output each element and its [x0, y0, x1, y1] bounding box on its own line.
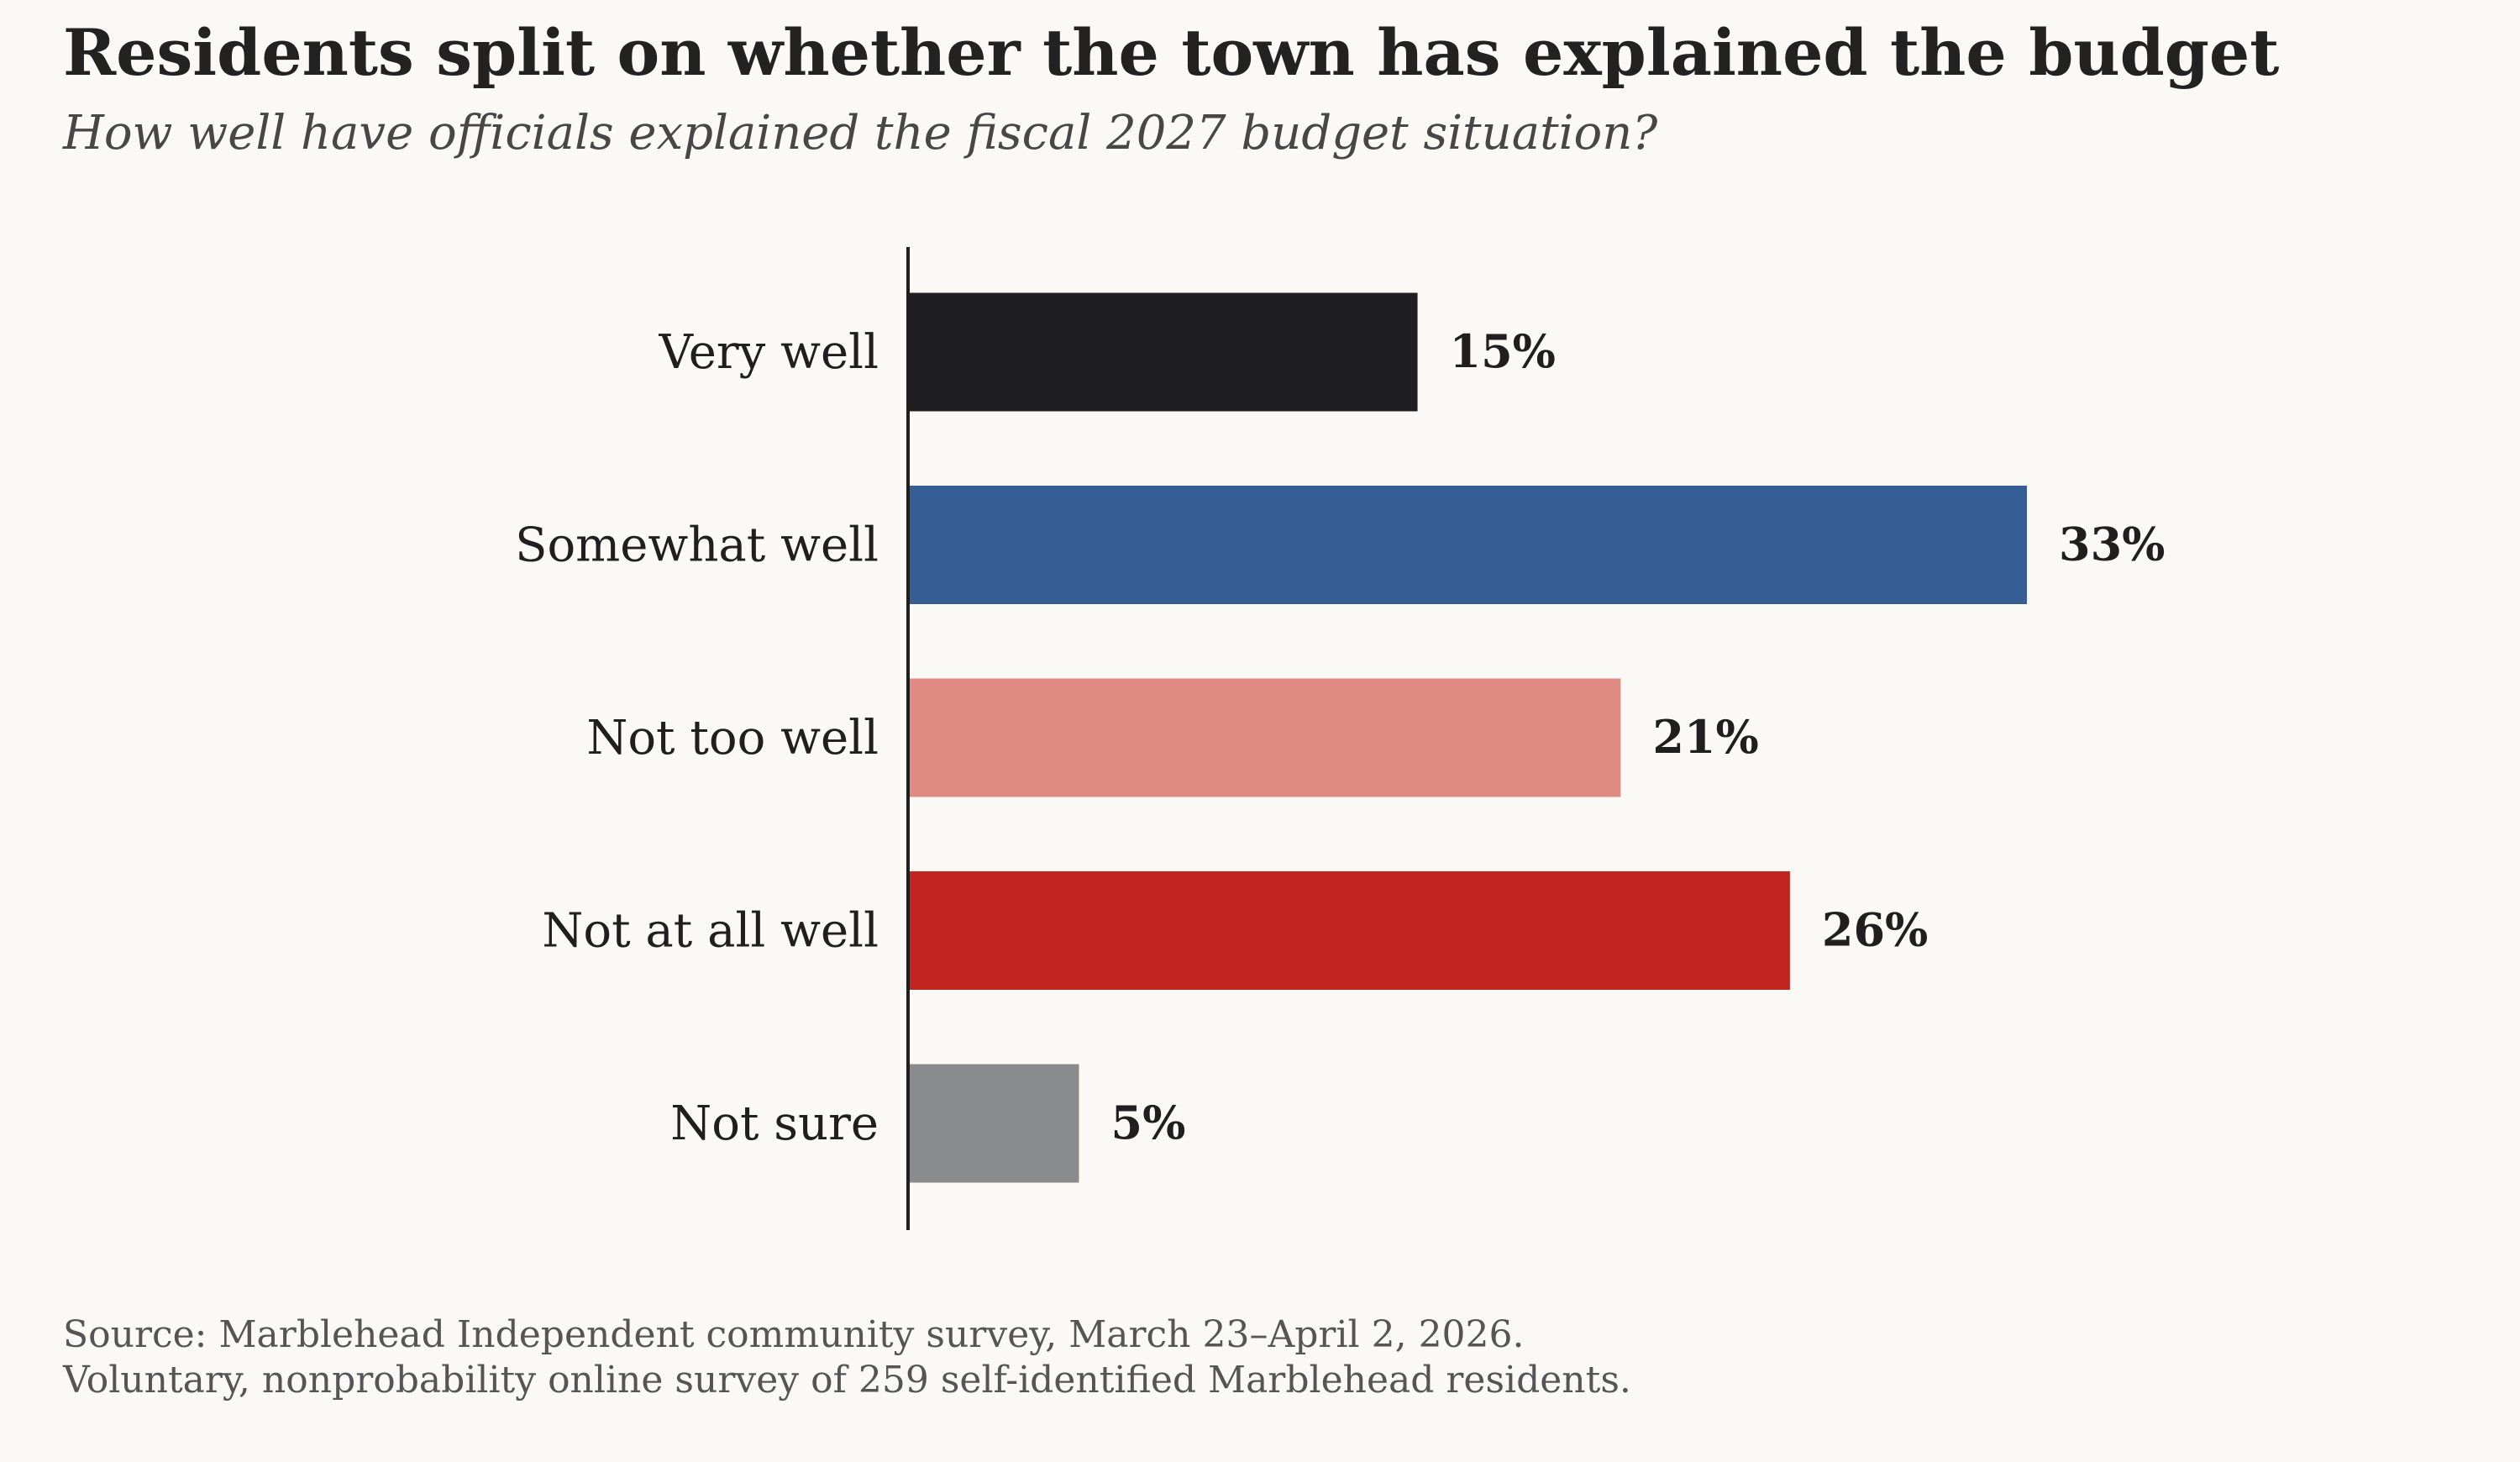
bar-somewhat-well	[910, 486, 2027, 604]
bar-very-well	[910, 292, 1418, 412]
chart-footer: Source: Marblehead Independent community…	[63, 1312, 1631, 1403]
category-label-very-well: Very well	[658, 325, 879, 380]
bar-not-at-all-well	[910, 871, 1790, 990]
chart-subtitle: How well have officials explained the fi…	[63, 106, 1658, 160]
category-label-not-at-all-well: Not at all well	[542, 904, 879, 959]
bars-layer: Very well 15% Somewhat well 33% Not too well…	[515, 292, 2165, 1183]
bar-not-sure	[910, 1064, 1079, 1183]
category-label-not-too-well: Not too well	[586, 711, 879, 765]
value-label-not-sure: 5%	[1111, 1096, 1186, 1149]
value-label-very-well: 15%	[1450, 324, 1556, 378]
value-label-somewhat-well: 33%	[2059, 518, 2165, 571]
source-note: Source: Marblehead Independent community…	[63, 1313, 1525, 1356]
value-label-not-too-well: 21%	[1652, 710, 1758, 764]
category-label-not-sure: Not sure	[670, 1096, 879, 1151]
bar-not-too-well	[910, 678, 1621, 797]
value-label-not-at-all-well: 26%	[1822, 903, 1928, 957]
category-label-somewhat-well: Somewhat well	[515, 518, 879, 573]
chart-title: Residents split on whether the town has …	[63, 15, 2280, 90]
methodology-note: Voluntary, nonprobability online survey …	[63, 1359, 1631, 1402]
